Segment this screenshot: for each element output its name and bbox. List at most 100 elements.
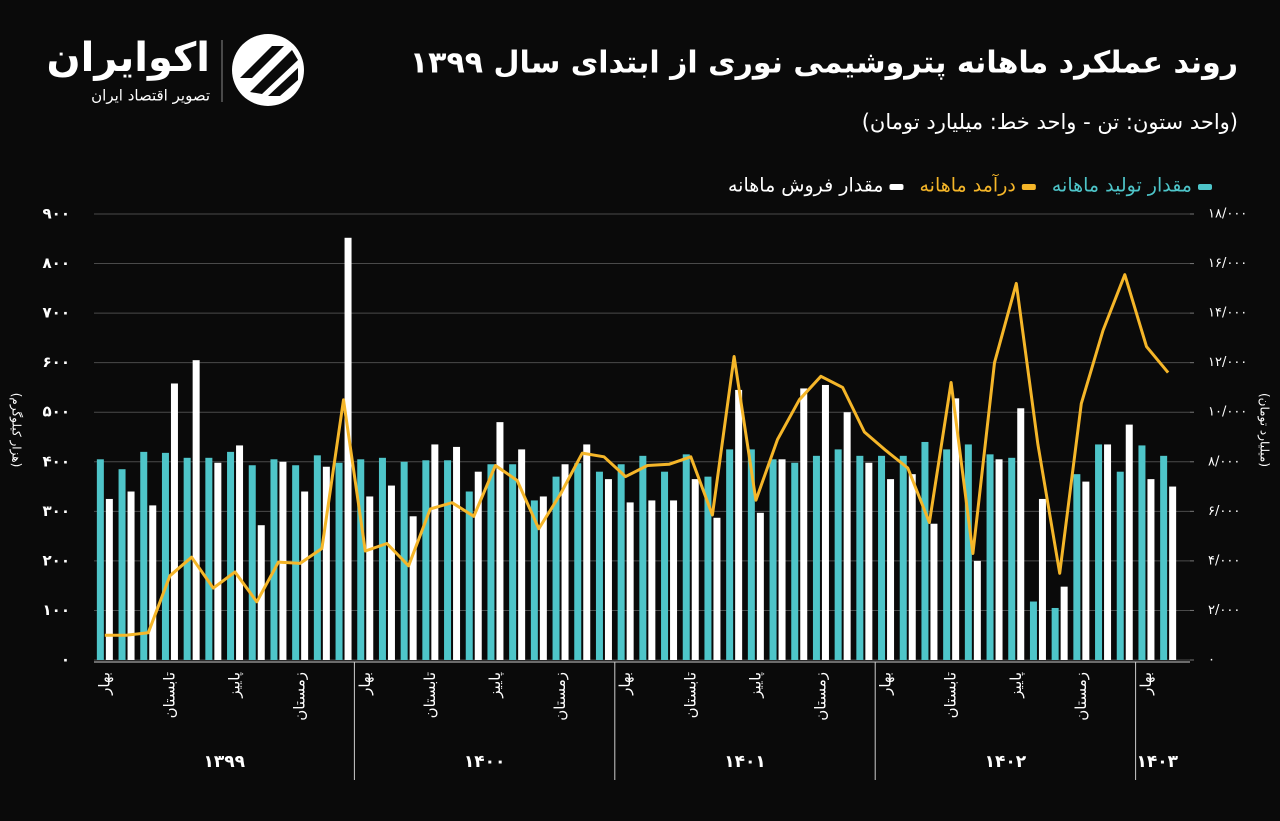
bar [539, 496, 547, 660]
logo-tagline: تصویر اقتصاد ایران [91, 87, 210, 105]
bar [986, 454, 994, 660]
bar [205, 457, 213, 660]
x-tick-label: بهار [877, 672, 895, 696]
bar [1104, 444, 1112, 660]
bar [661, 471, 669, 660]
x-tick-label: تابستان [160, 672, 178, 718]
bar [865, 462, 873, 660]
x-tick-label: تابستان [421, 672, 439, 718]
year-label: ۱۴۰۰ [464, 752, 506, 772]
bar [1060, 586, 1068, 660]
y-tick-label: ۳۰۰ [43, 502, 70, 520]
bar [626, 502, 634, 660]
y-tick-label: ۱۰۰ [43, 601, 70, 619]
x-tick-label: پاییز [486, 672, 505, 699]
y-axis-title: (هزار کیلوگرم) [9, 393, 24, 468]
bar [921, 441, 929, 660]
bar [149, 505, 157, 660]
legend-swatch [889, 184, 904, 190]
y-tick-label: ۵۰۰ [43, 403, 70, 421]
y-tick-label: ۶۰۰ [43, 353, 70, 371]
bar [595, 471, 603, 660]
x-tick-label: زمستان [551, 672, 569, 721]
bar [140, 451, 148, 660]
bar [357, 459, 365, 660]
legend-label: مقدار تولید ماهانه [1052, 175, 1192, 197]
x-tick-label: بهار [1137, 672, 1155, 696]
bar [248, 465, 256, 660]
x-tick-label: تابستان [681, 672, 699, 718]
bar [1073, 474, 1081, 660]
y-tick-label: ۴۰۰ [43, 452, 70, 470]
y2-axis-title: (میلیارد تومان) [1257, 393, 1272, 467]
bar [899, 455, 907, 660]
y2-tick-label: ۱۶/۰۰۰ [1208, 256, 1247, 271]
bar [313, 455, 321, 660]
bar [726, 449, 734, 660]
bar [887, 479, 895, 660]
legend-label: درآمد ماهانه [919, 173, 1015, 197]
bar [561, 464, 569, 660]
y2-tick-label: ۲/۰۰۰ [1208, 603, 1240, 618]
bar [236, 445, 244, 660]
bar [474, 471, 482, 660]
bar [1095, 444, 1103, 660]
year-label: ۱۴۰۱ [724, 752, 766, 772]
x-tick-label: زمستان [291, 672, 309, 721]
y-tick-label: ۲۰۰ [43, 551, 70, 569]
year-label: ۱۳۹۹ [203, 752, 245, 772]
bar [1017, 408, 1025, 660]
bar [583, 444, 591, 660]
bar [453, 446, 461, 660]
y2-tick-label: ۱۴/۰۰۰ [1208, 306, 1247, 321]
bar [118, 469, 126, 660]
bar [973, 560, 981, 660]
year-label: ۱۴۰۲ [985, 752, 1027, 772]
chart-subtitle: (واحد ستون: تن - واحد خط: میلیارد تومان) [862, 110, 1238, 134]
bar [812, 455, 820, 660]
bar [908, 474, 916, 660]
bar [747, 449, 755, 660]
bar [943, 449, 951, 660]
bar [682, 454, 690, 660]
x-tick-label: تابستان [942, 672, 960, 718]
bar [778, 459, 786, 660]
bar [704, 476, 712, 660]
y2-tick-label: ۰ [1208, 653, 1215, 668]
x-tick-label: بهار [356, 672, 374, 696]
bar [1029, 601, 1037, 660]
bar [96, 459, 104, 660]
legend-swatch [1198, 184, 1212, 190]
x-tick-label: پاییز [226, 672, 245, 699]
y2-tick-label: ۶/۰۰۰ [1208, 504, 1240, 519]
bar [322, 466, 330, 660]
bar [465, 491, 473, 660]
bar [387, 485, 395, 660]
bar [183, 457, 191, 660]
bar [344, 237, 352, 660]
bar [791, 462, 799, 660]
bar [713, 517, 721, 660]
bar [509, 464, 517, 660]
y-tick-label: ۷۰۰ [43, 304, 70, 322]
bar [1116, 471, 1124, 660]
bar [756, 512, 764, 660]
bar [952, 398, 960, 660]
bar [170, 383, 178, 660]
year-label: ۱۴۰۳ [1137, 752, 1179, 772]
bar [574, 463, 582, 660]
bar [192, 360, 200, 660]
bar [301, 491, 309, 660]
bar [1008, 457, 1016, 660]
bar [105, 498, 113, 660]
bar [227, 451, 235, 660]
y-tick-label: ۸۰۰ [43, 254, 70, 272]
bar [431, 444, 439, 660]
x-tick-label: بهار [95, 672, 113, 696]
y-tick-label: ۰ [61, 651, 70, 669]
bar [735, 389, 743, 660]
bar [648, 500, 656, 660]
line [104, 273, 1170, 637]
